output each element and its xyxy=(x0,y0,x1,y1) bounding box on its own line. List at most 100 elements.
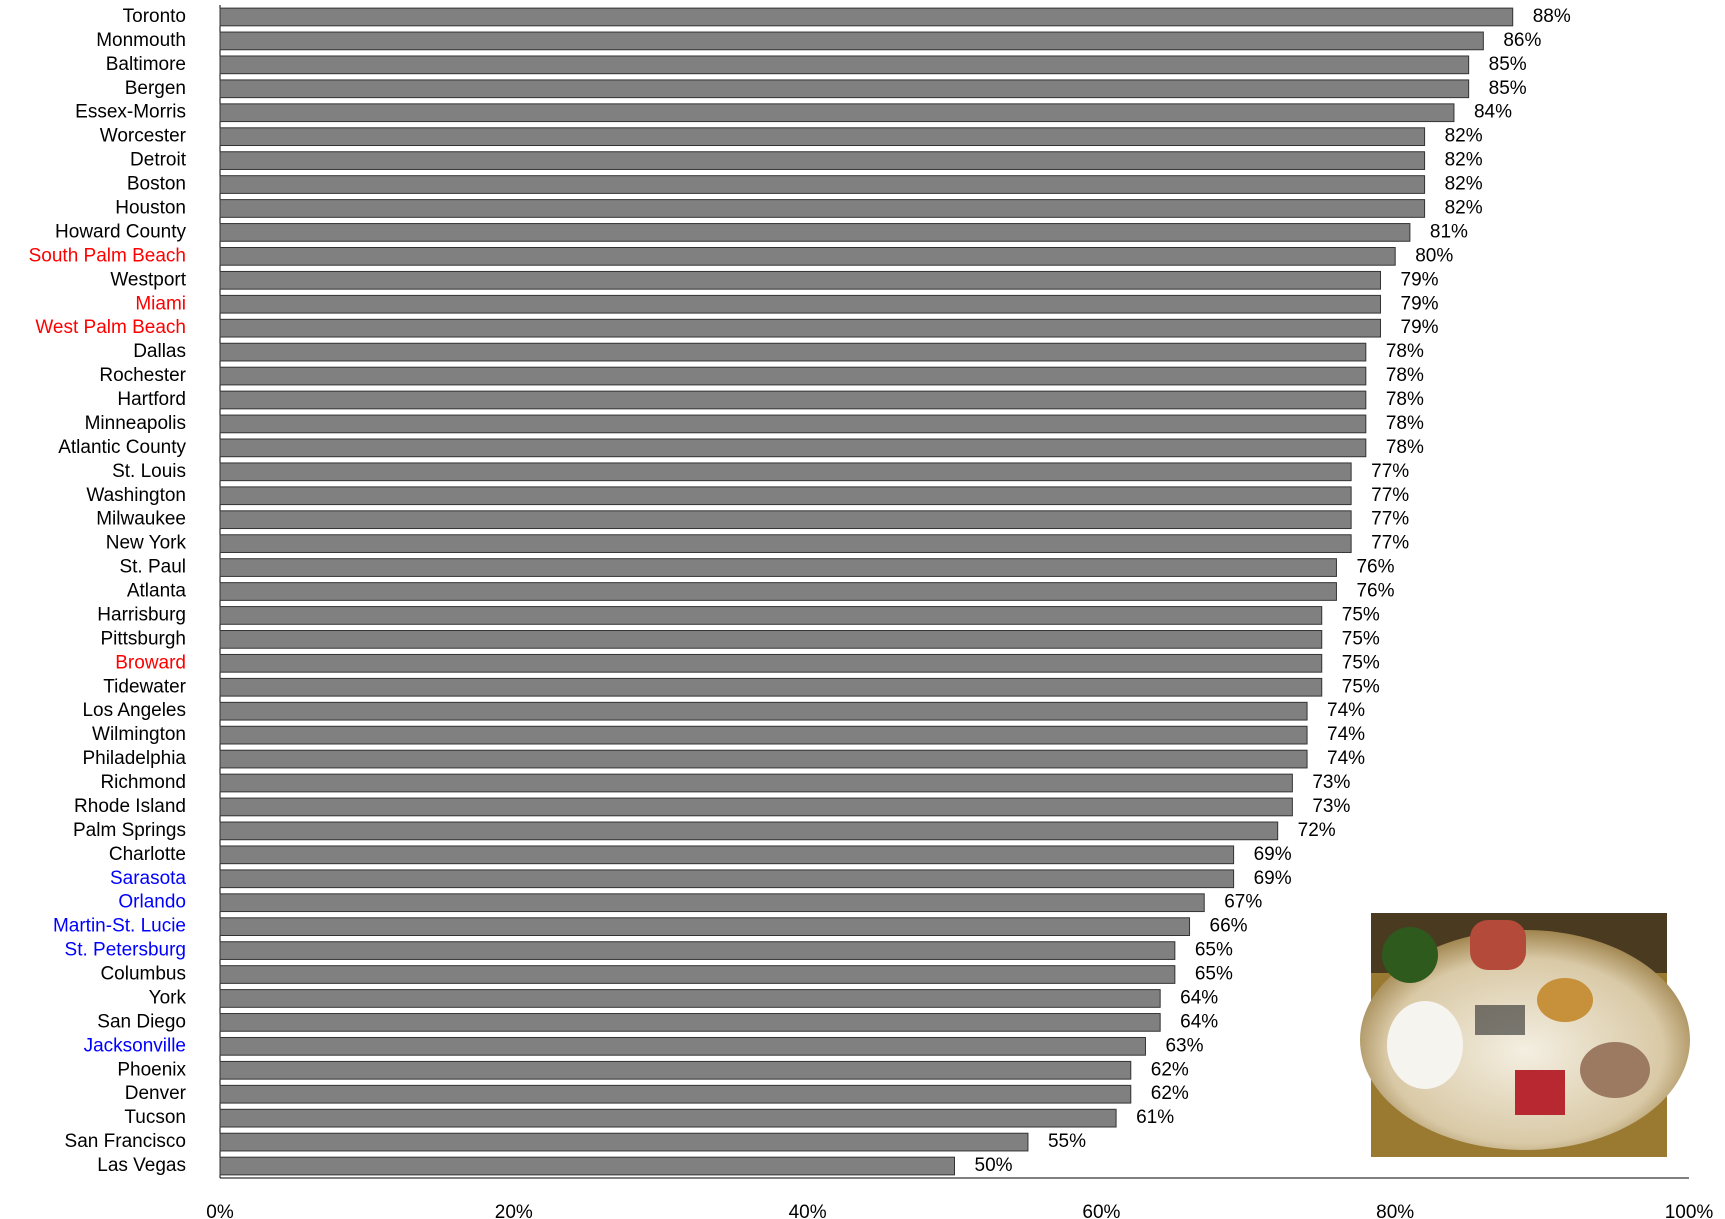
value-label: 75% xyxy=(1342,604,1380,625)
y-tick-label: Westport xyxy=(110,269,186,290)
y-tick-label: Denver xyxy=(125,1083,187,1104)
x-tick-label: 20% xyxy=(495,1202,533,1219)
value-label: 73% xyxy=(1312,772,1350,793)
bar xyxy=(219,55,1470,75)
bar xyxy=(219,318,1382,338)
bar xyxy=(219,246,1396,266)
y-tick-label: Minneapolis xyxy=(85,413,186,434)
y-tick-label: Harrisburg xyxy=(97,604,186,625)
x-tick-label: 60% xyxy=(1082,1202,1120,1219)
bar xyxy=(219,270,1382,290)
y-tick-label: Phoenix xyxy=(117,1059,186,1080)
value-label: 77% xyxy=(1371,485,1409,506)
value-label: 78% xyxy=(1386,389,1424,410)
value-label: 74% xyxy=(1327,700,1365,721)
bar xyxy=(219,510,1352,530)
value-label: 85% xyxy=(1489,78,1527,99)
y-tick-label: Atlantic County xyxy=(58,437,186,458)
y-tick-label: York xyxy=(149,987,187,1008)
bar xyxy=(219,1132,1029,1152)
bar xyxy=(219,534,1352,553)
bar xyxy=(219,941,1176,960)
bar xyxy=(219,366,1367,386)
x-tick-label: 80% xyxy=(1376,1202,1414,1219)
bar xyxy=(219,1084,1132,1104)
y-tick-label: Toronto xyxy=(123,6,186,27)
y-tick-label: Las Vegas xyxy=(97,1155,186,1176)
value-label: 67% xyxy=(1224,892,1262,913)
value-label: 78% xyxy=(1386,341,1424,362)
y-tick-label: Bergen xyxy=(125,78,186,99)
value-label: 55% xyxy=(1048,1131,1086,1152)
y-tick-label: New York xyxy=(106,533,187,554)
bar xyxy=(219,630,1323,649)
value-label: 50% xyxy=(975,1155,1013,1176)
value-label: 74% xyxy=(1327,724,1365,745)
y-tick-label: Tidewater xyxy=(103,676,186,697)
value-label: 79% xyxy=(1401,293,1439,314)
value-label: 61% xyxy=(1136,1107,1174,1128)
value-label: 82% xyxy=(1445,174,1483,195)
y-tick-label: Martin-St. Lucie xyxy=(53,916,186,937)
y-tick-label: Rochester xyxy=(99,365,186,386)
x-tick-label: 0% xyxy=(206,1202,234,1219)
bar xyxy=(219,845,1235,865)
bar xyxy=(219,653,1323,673)
y-tick-label: San Diego xyxy=(97,1011,186,1032)
bar xyxy=(219,414,1367,434)
value-label: 80% xyxy=(1415,245,1453,266)
value-label: 82% xyxy=(1445,150,1483,171)
value-label: 76% xyxy=(1356,557,1394,578)
value-label: 88% xyxy=(1533,6,1571,27)
bar xyxy=(219,151,1426,170)
value-label: 64% xyxy=(1180,1011,1218,1032)
bar xyxy=(219,1013,1161,1032)
bar xyxy=(219,175,1426,194)
value-label: 62% xyxy=(1151,1059,1189,1080)
bar xyxy=(219,582,1337,601)
bar xyxy=(219,438,1367,458)
y-tick-label: Philadelphia xyxy=(82,748,186,769)
y-tick-label: Tucson xyxy=(124,1107,186,1128)
value-label: 77% xyxy=(1371,509,1409,530)
value-label: 77% xyxy=(1371,461,1409,482)
y-tick-label: Pittsburgh xyxy=(100,628,186,649)
value-label: 78% xyxy=(1386,413,1424,434)
y-tick-label: Atlanta xyxy=(127,581,187,602)
y-tick-label: Worcester xyxy=(100,126,187,147)
value-label: 77% xyxy=(1371,533,1409,554)
value-label: 84% xyxy=(1474,102,1512,123)
value-label: 79% xyxy=(1401,269,1439,290)
y-tick-label: Howard County xyxy=(55,221,186,242)
y-tick-label: St. Petersburg xyxy=(65,940,186,961)
value-label: 65% xyxy=(1195,964,1233,985)
y-tick-label: Milwaukee xyxy=(96,509,186,530)
value-label: 78% xyxy=(1386,365,1424,386)
bar xyxy=(219,199,1426,218)
y-tick-label: Orlando xyxy=(118,892,186,913)
y-tick-label: Los Angeles xyxy=(82,700,186,721)
value-label: 66% xyxy=(1210,916,1248,937)
value-label: 86% xyxy=(1503,30,1541,51)
value-label: 69% xyxy=(1254,844,1292,865)
bar xyxy=(219,989,1161,1008)
y-tick-label: Baltimore xyxy=(106,54,186,75)
value-label: 85% xyxy=(1489,54,1527,75)
bar xyxy=(219,1036,1146,1056)
bar xyxy=(219,486,1352,506)
bar xyxy=(219,677,1323,697)
bar xyxy=(219,893,1205,913)
y-tick-label: Dallas xyxy=(133,341,186,362)
value-label: 75% xyxy=(1342,652,1380,673)
y-tick-label: Columbus xyxy=(100,964,186,985)
y-tick-label: Richmond xyxy=(100,772,186,793)
bar xyxy=(219,462,1352,482)
y-tick-label: Wilmington xyxy=(92,724,186,745)
value-label: 76% xyxy=(1356,581,1394,602)
bar xyxy=(219,917,1191,937)
bar xyxy=(219,294,1382,314)
value-label: 75% xyxy=(1342,676,1380,697)
bar xyxy=(219,223,1411,242)
bar xyxy=(219,725,1308,745)
